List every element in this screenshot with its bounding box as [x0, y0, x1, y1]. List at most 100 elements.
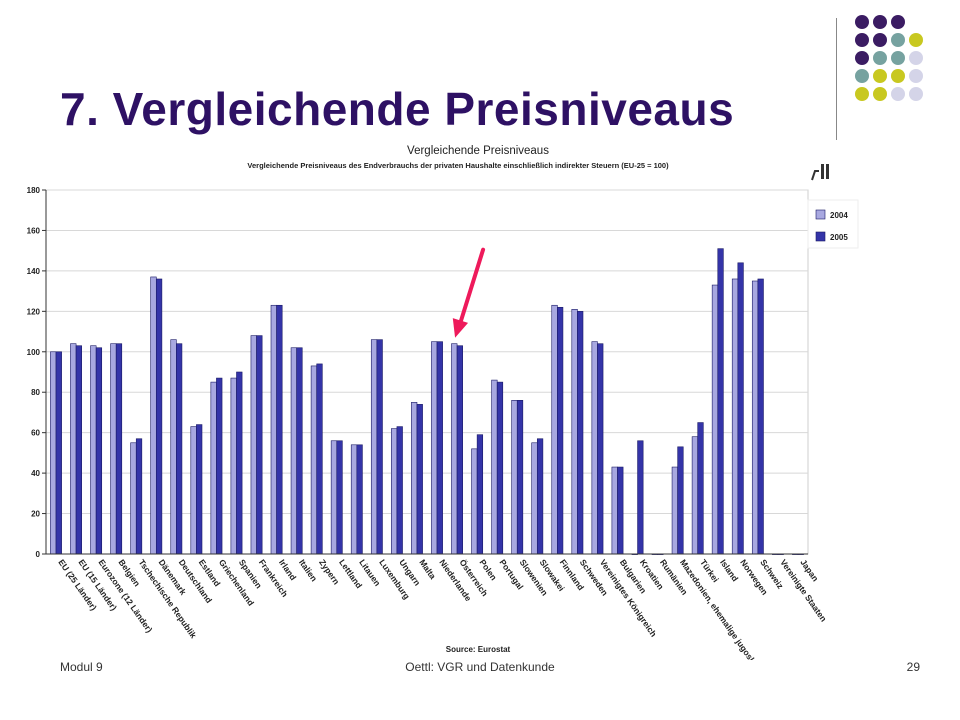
bar-2004	[350, 444, 358, 555]
bar-2005	[436, 341, 443, 555]
decor-dot	[891, 15, 905, 29]
bar-2005	[376, 339, 383, 555]
bar-2004	[391, 428, 398, 555]
bar-2004	[270, 304, 277, 555]
bar-2004	[591, 341, 598, 555]
bar-2004	[310, 365, 318, 555]
price-level-chart: Vergleichende Preisniveaus Vergleichende…	[0, 140, 960, 660]
decor-dot	[873, 87, 887, 101]
bar-2005	[256, 335, 263, 555]
bar-2004	[370, 339, 378, 555]
bar-2004	[290, 347, 297, 555]
bar-2004	[491, 379, 498, 555]
bar-2005	[115, 343, 123, 555]
bar-2005	[577, 311, 584, 555]
bar-2005	[536, 438, 544, 555]
bar-2005	[476, 434, 484, 555]
legend-swatch	[815, 209, 826, 220]
axes: 0 20 40 60 80 100 120 140 160 180	[27, 186, 808, 559]
bar-2004	[571, 309, 578, 555]
slide-title: 7. Vergleichende Preisniveaus	[60, 83, 735, 135]
bar-2005	[316, 363, 323, 555]
y-tick-label: 100	[27, 348, 41, 357]
bar-2004	[531, 442, 538, 555]
bar-2005	[597, 343, 604, 555]
decor-dot	[873, 69, 887, 83]
bar-2004	[210, 381, 217, 555]
bar-2004	[170, 339, 177, 555]
bar-2004	[190, 426, 197, 555]
bar-2004	[451, 343, 458, 555]
bar-2005	[336, 440, 343, 555]
chart-source: Source: Eurostat	[446, 645, 511, 654]
bar-2005	[677, 446, 684, 555]
bar-2004	[50, 351, 57, 555]
bar-2004	[691, 436, 699, 555]
bar-2005	[216, 377, 223, 555]
y-tick-label: 140	[27, 267, 41, 276]
bar-2004	[90, 345, 97, 555]
bar-2005	[356, 444, 363, 555]
bar-2004	[150, 276, 157, 555]
highlight-arrow	[452, 247, 486, 338]
decorative-dot-grid	[855, 15, 923, 101]
decor-dot	[855, 69, 869, 83]
bar-2005	[456, 345, 463, 555]
decor-dot	[891, 69, 905, 83]
decor-dot	[855, 51, 869, 65]
bars	[50, 248, 804, 555]
bar-2004	[330, 440, 338, 555]
bar-2005	[416, 404, 423, 555]
bar-2005	[737, 262, 744, 555]
bar-2004	[250, 335, 257, 555]
bar-2004	[731, 278, 739, 555]
bar-2005	[557, 306, 564, 555]
bar-2005	[757, 278, 764, 555]
bar-2005	[155, 278, 163, 555]
decor-dot	[873, 33, 887, 47]
y-tick-label: 120	[27, 307, 41, 316]
bar-2004	[711, 284, 719, 555]
page-number: 29	[906, 660, 920, 674]
bar-2005	[276, 304, 283, 555]
bar-2005	[176, 343, 183, 555]
y-tick-label: 20	[31, 510, 40, 519]
source-logo	[811, 164, 829, 181]
bar-2004	[110, 343, 117, 555]
bar-2005	[236, 371, 243, 555]
footer-author: Oettl: VGR und Datenkunde	[405, 660, 555, 674]
y-tick-label: 0	[36, 550, 41, 559]
y-tick-label: 180	[27, 186, 41, 195]
title-divider	[836, 18, 837, 140]
y-tick-label: 40	[31, 469, 40, 478]
bar-2005	[697, 422, 704, 555]
legend-swatch	[815, 231, 826, 242]
bar-2005	[196, 424, 203, 555]
bar-2004	[751, 280, 759, 555]
chart-title: Vergleichende Preisniveaus	[407, 145, 549, 157]
y-tick-label: 160	[27, 226, 41, 235]
bar-2005	[717, 248, 724, 555]
decor-dot	[909, 51, 923, 65]
bar-2005	[135, 438, 143, 555]
bar-2004	[230, 377, 237, 555]
decor-dot	[855, 33, 869, 47]
decor-dot	[873, 51, 887, 65]
legend: 2004 2005	[807, 199, 859, 249]
bar-2005	[296, 347, 303, 555]
decor-dot	[873, 15, 887, 29]
bar-2005	[55, 351, 62, 555]
bar-2004	[471, 448, 478, 555]
decor-dot	[891, 51, 905, 65]
bar-2005	[75, 345, 82, 555]
bar-2004	[671, 466, 678, 555]
bar-2004	[130, 442, 137, 555]
decor-dot	[855, 15, 869, 29]
chart-subtitle: Vergleichende Preisniveaus des Endverbra…	[247, 161, 669, 170]
bar-2004	[511, 400, 518, 555]
decor-dot	[909, 69, 923, 83]
legend-label: 2005	[830, 233, 848, 242]
decor-dot	[855, 87, 869, 101]
bar-2004	[551, 304, 558, 555]
bar-2005	[396, 426, 403, 555]
